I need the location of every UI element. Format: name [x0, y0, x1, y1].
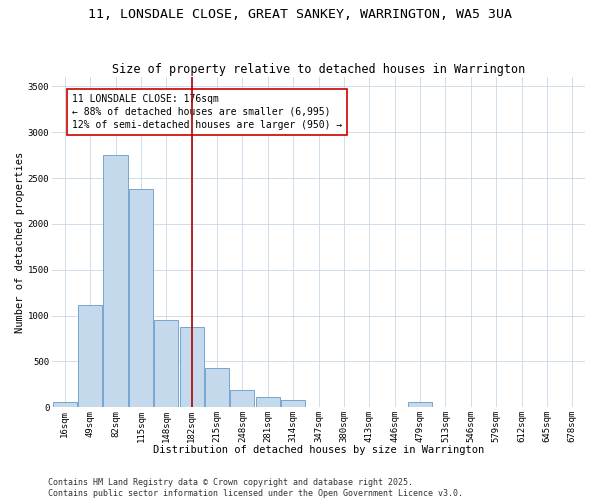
- Bar: [179, 328, 203, 407]
- Text: 11 LONSDALE CLOSE: 176sqm
← 88% of detached houses are smaller (6,995)
12% of se: 11 LONSDALE CLOSE: 176sqm ← 88% of detac…: [73, 94, 343, 130]
- Bar: [53, 402, 77, 407]
- Bar: [103, 155, 128, 407]
- Bar: [129, 189, 153, 407]
- Bar: [78, 304, 102, 407]
- Text: Contains HM Land Registry data © Crown copyright and database right 2025.
Contai: Contains HM Land Registry data © Crown c…: [48, 478, 463, 498]
- Bar: [154, 320, 178, 407]
- Title: Size of property relative to detached houses in Warrington: Size of property relative to detached ho…: [112, 63, 525, 76]
- Y-axis label: Number of detached properties: Number of detached properties: [15, 152, 25, 333]
- Text: 11, LONSDALE CLOSE, GREAT SANKEY, WARRINGTON, WA5 3UA: 11, LONSDALE CLOSE, GREAT SANKEY, WARRIN…: [88, 8, 512, 20]
- X-axis label: Distribution of detached houses by size in Warrington: Distribution of detached houses by size …: [153, 445, 484, 455]
- Bar: [256, 396, 280, 407]
- Bar: [408, 402, 432, 407]
- Bar: [281, 400, 305, 407]
- Bar: [205, 368, 229, 407]
- Bar: [230, 390, 254, 407]
